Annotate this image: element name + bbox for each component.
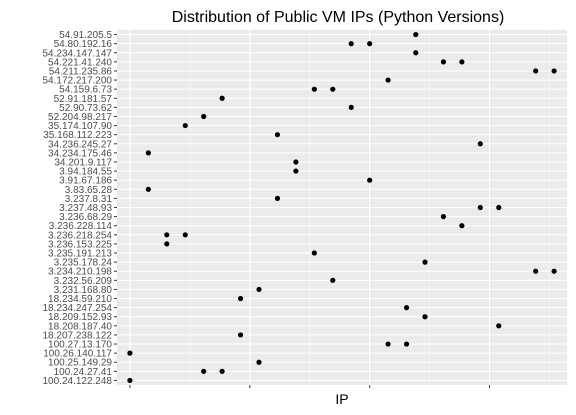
data-points <box>127 31 557 384</box>
data-point <box>496 323 502 329</box>
y-tick-label: 34.201.9.117 <box>54 157 112 168</box>
data-point <box>164 232 170 238</box>
y-tick-label: 52.204.98.217 <box>48 112 112 123</box>
data-point <box>551 268 557 274</box>
data-point <box>274 195 281 201</box>
data-point <box>348 104 354 110</box>
y-tick-label: 3.236.153.225 <box>48 239 112 250</box>
y-tick-label: 54.221.41.240 <box>48 57 112 68</box>
data-point <box>403 305 410 311</box>
data-point <box>237 332 244 338</box>
data-point <box>145 186 151 192</box>
data-point <box>477 141 483 147</box>
data-point <box>403 341 410 347</box>
y-tick-label: 18.208.187.40 <box>48 321 112 332</box>
y-tick-label: 54.80.192.16 <box>54 39 113 50</box>
data-point <box>274 132 281 138</box>
y-tick-label: 100.24.27.41 <box>54 367 113 378</box>
y-tick-label: 54.91.205.5 <box>59 30 112 41</box>
data-point <box>348 41 354 47</box>
data-point <box>201 368 207 374</box>
data-point <box>182 232 188 238</box>
y-tick-label: 3.237.48.93 <box>59 203 112 214</box>
y-tick-label: 3.237.8.31 <box>65 194 113 205</box>
y-tick-label: 54.172.217.200 <box>42 76 112 87</box>
data-point <box>496 204 502 211</box>
data-point <box>219 368 225 374</box>
y-tick-label: 35.174.107.90 <box>48 121 112 132</box>
y-axis-ticks: 100.24.122.248100.24.27.41100.25.149.291… <box>42 30 117 387</box>
x-axis-ticks <box>129 385 491 388</box>
y-tick-label: 3.232.56.209 <box>54 276 113 287</box>
data-point <box>293 168 299 174</box>
y-tick-label: 18.209.152.93 <box>48 312 112 323</box>
y-tick-label: 18.234.247.254 <box>42 303 112 314</box>
data-point <box>422 314 428 320</box>
y-tick-label: 54.234.147.147 <box>42 48 112 59</box>
data-point <box>201 113 207 120</box>
data-point <box>219 95 225 101</box>
chart-title: Distribution of Public VM IPs (Python Ve… <box>172 9 505 26</box>
data-point <box>385 77 391 83</box>
data-point <box>422 259 428 265</box>
y-tick-label: 52.91.181.57 <box>54 94 113 105</box>
major-gridlines <box>117 30 567 385</box>
y-tick-label: 34.236.245.27 <box>48 139 112 150</box>
data-point <box>413 31 419 38</box>
y-tick-label: 18.234.59.210 <box>48 294 112 305</box>
data-point <box>413 50 419 56</box>
data-point <box>127 350 133 356</box>
y-tick-label: 35.168.112.223 <box>43 130 112 141</box>
y-tick-label: 3.83.65.28 <box>65 185 113 196</box>
data-point <box>440 214 447 220</box>
data-point <box>256 359 262 365</box>
y-tick-label: 34.234.175.46 <box>48 148 112 159</box>
data-point <box>293 159 299 165</box>
y-tick-label: 3.94.184.55 <box>59 167 112 178</box>
data-point <box>311 86 317 92</box>
x-axis-label: IP <box>335 391 348 407</box>
data-point <box>459 223 465 229</box>
y-tick-label: 3.91.67.186 <box>59 176 112 187</box>
data-point <box>311 250 317 256</box>
data-point <box>164 241 170 247</box>
data-point <box>551 68 557 74</box>
y-tick-label: 3.236.218.254 <box>48 230 112 241</box>
y-tick-label: 52.90.73.62 <box>59 103 112 114</box>
data-point <box>440 59 447 65</box>
y-tick-label: 3.234.210.198 <box>48 267 112 278</box>
data-point <box>330 277 336 283</box>
data-point <box>182 122 188 129</box>
y-tick-label: 54.211.235.86 <box>49 66 113 77</box>
y-tick-label: 100.26.140.117 <box>43 349 112 360</box>
data-point <box>145 150 151 156</box>
data-point <box>459 59 465 65</box>
data-point <box>330 86 336 92</box>
y-tick-label: 3.236.68.29 <box>59 212 112 223</box>
y-tick-label: 54.159.6.73 <box>59 85 112 96</box>
y-tick-label: 100.25.149.29 <box>48 358 112 369</box>
data-point <box>127 377 133 384</box>
data-point <box>533 268 539 274</box>
y-tick-label: 100.27.13.170 <box>48 340 112 351</box>
y-tick-label: 100.24.122.248 <box>42 376 112 387</box>
y-tick-label: 3.235.191.213 <box>48 249 112 260</box>
data-point <box>367 41 373 47</box>
y-tick-label: 18.207.238.122 <box>42 330 112 341</box>
data-point <box>367 177 373 183</box>
data-point <box>533 68 539 74</box>
y-tick-label: 3.235.178.24 <box>54 258 113 269</box>
data-point <box>237 295 244 302</box>
y-tick-label: 3.231.168.80 <box>54 285 113 296</box>
data-point <box>477 204 483 211</box>
data-point <box>256 286 262 293</box>
data-point <box>385 341 391 347</box>
y-tick-label: 3.236.228.114 <box>49 221 113 232</box>
